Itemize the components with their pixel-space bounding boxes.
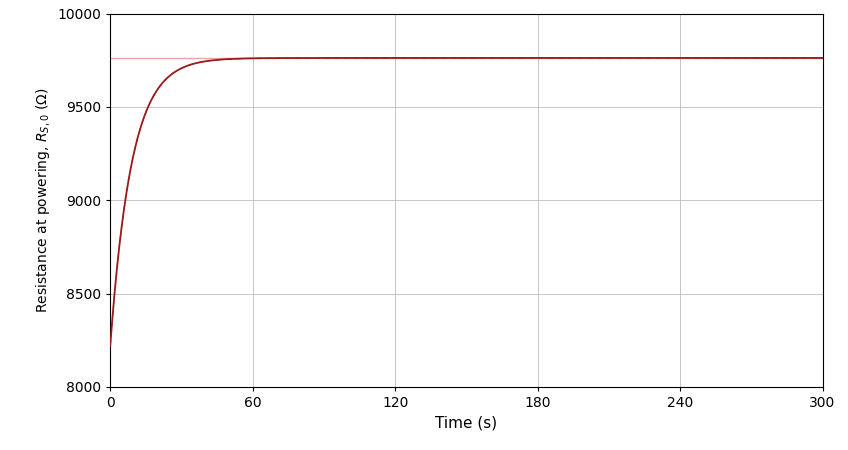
Y-axis label: Resistance at powering, $R_{S,0}$ ($\Omega$): Resistance at powering, $R_{S,0}$ ($\Ome…	[34, 88, 52, 313]
X-axis label: Time (s): Time (s)	[435, 416, 498, 431]
